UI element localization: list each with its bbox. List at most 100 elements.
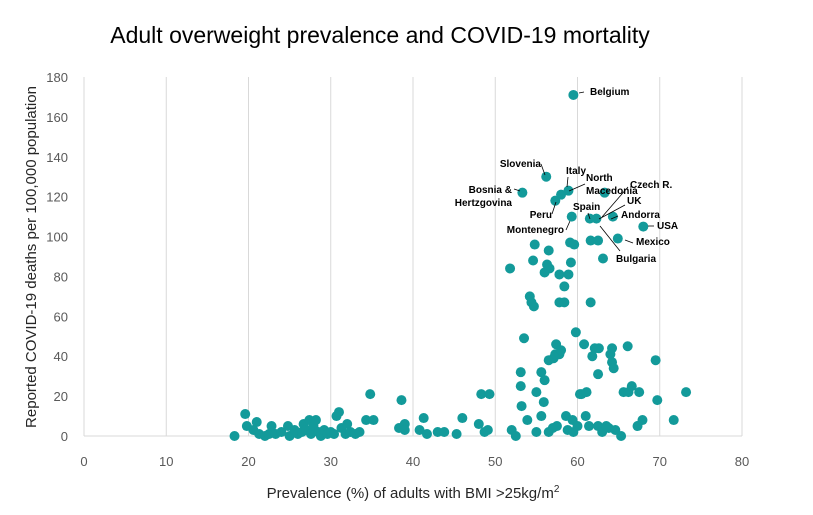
annotation-label: Bosnia & [469,185,512,196]
y-tick-label: 160 [46,110,68,125]
annotation-leader [601,186,629,218]
y-tick-label: 60 [54,309,68,324]
annotation-leader [599,225,621,252]
x-axis-title: Prevalence (%) of adults with BMI >25kg/… [267,484,560,502]
annotation-label: Slovenia [500,159,542,170]
annotation-label: Italy [566,166,586,177]
data-point [650,355,661,366]
data-point [681,387,692,398]
data-point [421,429,432,440]
data-point [531,427,542,438]
data-point [616,431,627,441]
data-point [396,395,407,406]
data-point [516,401,527,412]
data-point [587,351,598,362]
data-points [229,89,692,441]
annotation-label: Macedonia [586,186,638,197]
data-point [569,239,580,250]
labeled-data-point [568,89,579,100]
y-tick-label: 100 [46,230,68,245]
labeled-data-point [599,187,610,198]
annotation-label: Belgium [590,87,630,98]
data-point [559,281,570,292]
data-point [333,407,344,418]
annotation-label: Peru [530,210,552,221]
annotation-label: Montenegro [507,225,564,236]
data-point [634,387,645,398]
annotation-label: Mexico [636,237,670,248]
data-point [510,431,521,441]
annotation-label: North [586,173,613,184]
annotation-leader [598,204,626,220]
data-point [584,421,595,432]
x-tick-label: 60 [570,454,584,469]
annotation-label: Bulgaria [616,254,656,265]
grid-lines [165,77,743,436]
data-point [522,415,533,426]
y-tick-label: 140 [46,150,68,165]
y-tick-label: 80 [54,269,68,284]
data-point [543,245,554,256]
data-point [544,263,555,274]
data-point [626,381,637,392]
data-point [399,425,410,436]
data-point [536,367,547,378]
data-point [668,415,679,426]
annotation-leader [566,176,569,188]
data-point [515,381,526,392]
axes [83,77,742,437]
data-point [572,421,583,432]
data-point [439,427,450,438]
data-point [556,345,567,356]
data-point [476,389,487,400]
data-point [251,417,262,428]
annotation-label: UK [627,196,642,207]
data-point [414,425,425,436]
labeled-data-point [550,195,561,206]
labeled-data-point [541,171,552,182]
data-point [473,419,484,430]
data-point [365,389,376,400]
data-point [310,415,321,426]
data-point [593,235,604,246]
data-point [515,367,526,378]
labeled-data-point [607,211,618,222]
data-point [622,341,633,352]
data-point [368,415,379,426]
data-point [593,369,604,380]
data-point [539,375,550,386]
chart-title: Adult overweight prevalence and COVID-19… [110,22,650,48]
labeled-data-point [517,187,528,198]
y-axis-title: Reported COVID-19 deaths per 100,000 pop… [23,86,40,428]
data-point [229,431,240,441]
data-point [354,427,365,438]
annotation-leader [513,188,521,192]
x-tick-label: 80 [735,454,749,469]
annotation-leader [565,220,571,231]
data-point [547,423,558,434]
annotation-leader [578,91,585,94]
data-point [579,339,590,350]
x-axis-title-text: Prevalence (%) of adults with BMI >25kg/… [267,485,554,502]
data-point [451,429,462,440]
data-point [484,389,495,400]
x-tick-label: 40 [406,454,420,469]
data-point [418,413,429,424]
annotation-leader [587,212,591,220]
annotation-leader [540,163,546,176]
x-tick-label: 20 [241,454,255,469]
annotation-label: Andorra [621,210,660,221]
data-point [240,409,251,420]
data-point [563,269,574,280]
data-point [505,263,516,274]
annotation-label: Spain [573,202,600,213]
data-point [570,327,581,338]
data-point [529,239,540,250]
data-point [528,301,539,312]
annotation-leader [568,183,586,192]
annotation-leader [610,215,619,220]
data-point [593,343,604,354]
y-tick-label: 0 [61,429,68,444]
